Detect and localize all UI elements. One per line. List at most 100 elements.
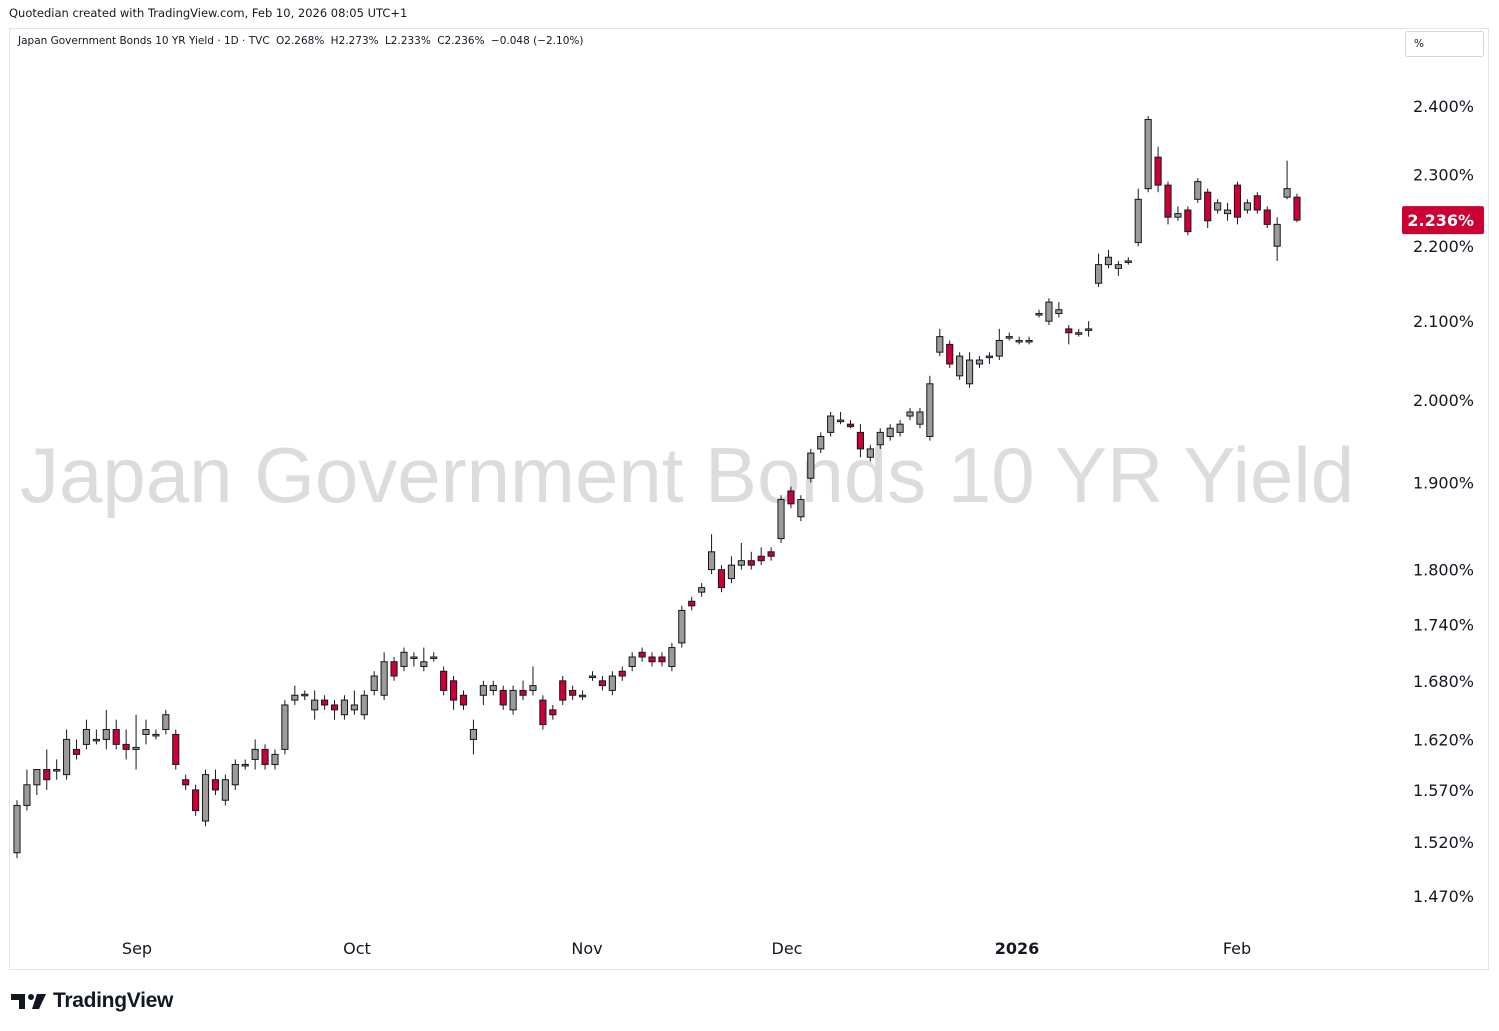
candle[interactable] — [13, 800, 21, 859]
candle[interactable] — [301, 690, 309, 701]
candle[interactable] — [211, 769, 220, 796]
candle[interactable] — [1065, 325, 1073, 345]
candle[interactable] — [112, 719, 120, 750]
candle[interactable] — [707, 534, 716, 575]
candle[interactable] — [569, 685, 577, 701]
candle[interactable] — [658, 652, 666, 667]
candle[interactable] — [221, 774, 229, 806]
candle[interactable] — [807, 448, 815, 483]
candle[interactable] — [380, 652, 388, 701]
candle[interactable] — [975, 356, 984, 368]
candle[interactable] — [1253, 192, 1261, 214]
candle[interactable] — [281, 700, 289, 755]
candle[interactable] — [866, 444, 874, 462]
candle[interactable] — [420, 647, 428, 672]
candle[interactable] — [678, 605, 686, 648]
candle[interactable] — [995, 328, 1003, 361]
candle[interactable] — [529, 666, 537, 696]
candle[interactable] — [340, 695, 349, 720]
candle[interactable] — [588, 671, 597, 681]
candle[interactable] — [638, 647, 646, 662]
candle[interactable] — [479, 680, 487, 705]
candle[interactable] — [33, 769, 41, 796]
candle[interactable] — [618, 666, 626, 681]
candle[interactable] — [926, 375, 934, 441]
scale-mode-button[interactable]: % — [1405, 31, 1484, 57]
candle[interactable] — [1025, 336, 1033, 345]
candle[interactable] — [1204, 188, 1212, 229]
candle[interactable] — [1075, 328, 1083, 337]
candle[interactable] — [1045, 298, 1053, 326]
candle[interactable] — [92, 729, 100, 745]
candle[interactable] — [172, 729, 180, 770]
candle[interactable] — [63, 729, 71, 780]
candle[interactable] — [737, 542, 745, 570]
candle[interactable] — [1104, 249, 1113, 269]
candle[interactable] — [767, 547, 775, 561]
candle[interactable] — [231, 759, 239, 790]
candle[interactable] — [836, 411, 845, 425]
candle[interactable] — [1194, 178, 1202, 203]
candle[interactable] — [698, 583, 706, 597]
candle[interactable] — [192, 784, 200, 816]
candle[interactable] — [360, 690, 368, 720]
candle[interactable] — [1124, 257, 1132, 265]
candle[interactable] — [896, 420, 904, 437]
candle[interactable] — [53, 759, 61, 780]
candle[interactable] — [152, 729, 160, 740]
candle[interactable] — [936, 328, 944, 357]
candle[interactable] — [817, 432, 825, 454]
candle[interactable] — [1035, 309, 1043, 318]
candle[interactable] — [1154, 146, 1162, 193]
candle[interactable] — [489, 680, 497, 696]
candle[interactable] — [1273, 217, 1281, 261]
candle[interactable] — [628, 652, 636, 672]
candle[interactable] — [579, 690, 587, 701]
candle[interactable] — [787, 486, 795, 509]
candle[interactable] — [1223, 202, 1232, 221]
candle[interactable] — [162, 709, 170, 735]
candle[interactable] — [1293, 193, 1301, 223]
candle[interactable] — [102, 709, 110, 750]
candle[interactable] — [330, 700, 339, 720]
candle[interactable] — [668, 642, 676, 672]
candle[interactable] — [797, 495, 805, 522]
candle[interactable] — [132, 714, 140, 770]
candle[interactable] — [519, 680, 527, 701]
candle[interactable] — [430, 652, 438, 662]
candle[interactable] — [965, 352, 974, 388]
candle[interactable] — [122, 729, 130, 760]
candle[interactable] — [271, 749, 279, 770]
candle[interactable] — [1085, 321, 1093, 337]
candle[interactable] — [1055, 302, 1063, 318]
candle[interactable] — [370, 671, 378, 696]
candle[interactable] — [1144, 116, 1152, 193]
candle[interactable] — [251, 739, 259, 770]
candle[interactable] — [757, 547, 765, 566]
candle[interactable] — [727, 556, 735, 584]
candle[interactable] — [946, 340, 954, 368]
candle[interactable] — [201, 769, 210, 827]
candle[interactable] — [608, 671, 616, 696]
candle[interactable] — [1164, 181, 1172, 225]
candle[interactable] — [688, 596, 696, 611]
candle[interactable] — [539, 695, 547, 730]
candle[interactable] — [747, 551, 755, 570]
candle[interactable] — [261, 744, 269, 770]
candle[interactable] — [321, 695, 329, 710]
candle[interactable] — [1243, 199, 1251, 214]
candle[interactable] — [1114, 260, 1122, 276]
candle[interactable] — [956, 352, 964, 380]
tradingview-logo[interactable]: TradingView — [11, 989, 173, 1013]
candle[interactable] — [1233, 181, 1242, 225]
candle[interactable] — [717, 565, 726, 593]
candle[interactable] — [410, 652, 418, 667]
candle[interactable] — [241, 759, 249, 770]
candle[interactable] — [1015, 336, 1023, 345]
candle[interactable] — [450, 676, 458, 710]
candle[interactable] — [311, 690, 319, 720]
candle[interactable] — [182, 774, 190, 790]
candle[interactable] — [827, 411, 835, 437]
candle[interactable] — [876, 428, 884, 449]
